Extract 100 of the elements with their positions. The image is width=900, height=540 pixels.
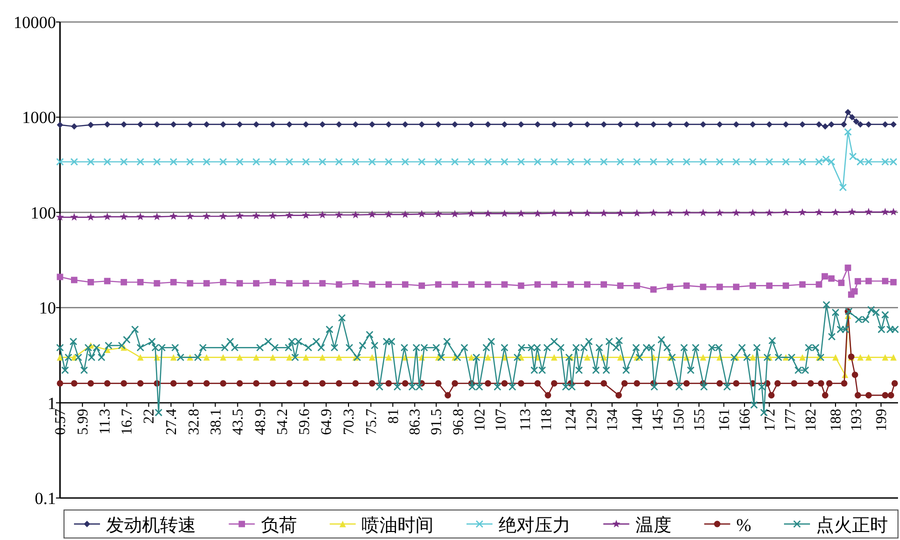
point <box>634 282 640 289</box>
point <box>666 121 674 128</box>
point <box>286 354 293 361</box>
point <box>385 121 392 128</box>
point <box>70 213 78 221</box>
point <box>302 211 310 219</box>
point <box>434 158 442 166</box>
point <box>236 354 243 361</box>
point <box>782 282 790 289</box>
point <box>451 158 459 166</box>
x-tick-label: 166 <box>737 408 754 432</box>
point <box>634 121 640 128</box>
point <box>534 281 541 288</box>
point <box>814 208 823 216</box>
x-tick-label: 107 <box>493 408 510 432</box>
point <box>56 274 64 280</box>
point <box>716 121 723 128</box>
point <box>56 354 64 361</box>
x-tick-label: 32.8 <box>186 408 202 436</box>
point <box>335 158 343 166</box>
point <box>104 121 110 128</box>
point <box>236 121 243 128</box>
point <box>136 212 144 220</box>
point <box>56 122 64 128</box>
point <box>286 280 293 286</box>
point <box>352 280 359 286</box>
point <box>583 158 592 166</box>
point <box>632 209 641 217</box>
point <box>170 278 177 286</box>
point <box>435 281 442 288</box>
point <box>782 158 790 166</box>
point <box>882 354 888 361</box>
point <box>566 209 575 217</box>
point <box>583 209 592 217</box>
point <box>368 354 376 361</box>
y-tick-label: 100 <box>30 203 56 222</box>
point <box>517 209 526 218</box>
x-tick-label: 145 <box>650 408 667 432</box>
point <box>468 121 475 128</box>
x-tick-label: 27.4 <box>164 408 180 436</box>
point <box>56 158 64 166</box>
point <box>202 212 211 220</box>
point <box>170 158 178 166</box>
point <box>484 354 492 361</box>
point <box>302 158 310 166</box>
point <box>699 208 708 216</box>
point <box>270 278 276 286</box>
x-tick-label: 11.3 <box>97 408 114 435</box>
point <box>732 208 740 216</box>
x-tick-label: 75.7 <box>364 408 380 436</box>
point <box>550 209 558 217</box>
point <box>700 121 706 128</box>
point <box>865 278 872 284</box>
point <box>70 158 78 166</box>
point <box>202 158 210 166</box>
x-tick-label: 113 <box>518 408 534 431</box>
point <box>750 282 756 289</box>
point <box>782 208 790 216</box>
point <box>203 280 210 286</box>
x-tick-label: 199 <box>874 408 890 432</box>
x-tick-label: 54.2 <box>274 408 291 436</box>
point <box>857 121 864 128</box>
point <box>70 276 78 284</box>
point <box>120 278 128 286</box>
point <box>848 208 856 216</box>
point <box>88 122 94 128</box>
point <box>616 158 624 166</box>
point <box>534 121 541 128</box>
point <box>584 354 590 361</box>
point <box>186 280 194 286</box>
point <box>650 158 658 166</box>
x-tick-label: 124 <box>564 408 580 432</box>
x-tick-label: 161 <box>716 408 733 432</box>
point <box>550 121 558 128</box>
point <box>137 278 144 286</box>
point <box>220 278 226 286</box>
point <box>649 208 658 216</box>
point <box>186 158 194 166</box>
point <box>518 121 524 128</box>
point <box>799 281 806 288</box>
point <box>839 184 847 192</box>
point <box>733 284 740 290</box>
x-tick-label: 16.7 <box>120 408 136 436</box>
point <box>56 213 64 221</box>
x-tick-label: 5.99 <box>75 408 92 436</box>
x-tick-label: 150 <box>671 408 688 432</box>
point <box>318 158 326 166</box>
point <box>748 208 757 216</box>
point <box>401 210 410 218</box>
point <box>550 281 558 288</box>
point <box>120 121 128 128</box>
point <box>822 273 828 280</box>
y-tick-label: 10000 <box>14 13 56 32</box>
point <box>154 280 160 286</box>
point <box>733 121 740 128</box>
point <box>844 128 852 136</box>
point <box>849 152 857 160</box>
point <box>268 212 277 220</box>
point <box>854 278 862 284</box>
point <box>452 121 458 128</box>
